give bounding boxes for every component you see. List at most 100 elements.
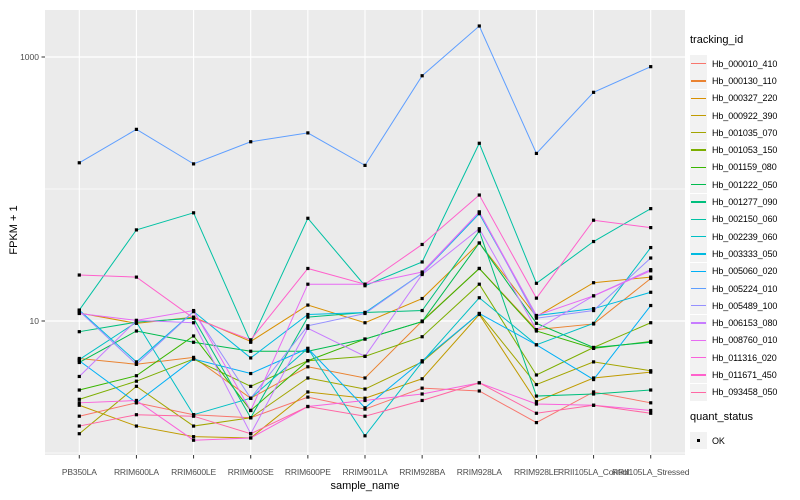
data-point	[191, 211, 196, 215]
data-point	[477, 141, 481, 145]
legend-item: Hb_003333_050	[690, 245, 800, 263]
legend-key-icon	[690, 72, 707, 90]
x-tick-label: RRIM600SE	[227, 467, 274, 477]
legend-items: Hb_000010_410 Hb_000130_110 Hb_000327_220 H…	[690, 55, 800, 401]
data-point	[306, 315, 310, 319]
data-point	[306, 346, 310, 351]
data-point	[591, 307, 596, 311]
x-tick-label: RRIM928BA	[399, 467, 446, 477]
legend-item-label: Hb_001277_090	[712, 197, 778, 208]
data-point	[77, 397, 81, 401]
data-point	[534, 281, 539, 285]
data-point	[134, 424, 139, 428]
legend-line-swatch	[691, 322, 706, 324]
legend-key-icon	[690, 383, 707, 401]
data-point	[249, 140, 253, 144]
data-point	[591, 377, 596, 382]
data-point	[649, 408, 653, 413]
legend-item-label: OK	[712, 435, 725, 446]
legend-item-label: Hb_005060_020	[712, 266, 778, 277]
legend-line-swatch	[691, 339, 706, 341]
data-point	[420, 308, 424, 313]
legend-item: Hb_005224_010	[690, 280, 800, 297]
data-point	[534, 420, 539, 425]
data-point	[363, 354, 367, 358]
data-point	[363, 311, 367, 316]
legend-item: Hb_011671_450	[690, 366, 800, 384]
legend-item: Hb_006153_080	[690, 314, 800, 332]
data-point	[191, 424, 196, 428]
data-point	[477, 311, 481, 316]
data-point	[134, 127, 139, 131]
data-point	[649, 340, 653, 344]
x-axis-title: sample_name	[330, 480, 400, 492]
legend-line-swatch	[691, 149, 706, 151]
legend-line-swatch	[691, 287, 706, 290]
data-point	[591, 403, 596, 407]
data-point	[420, 359, 424, 363]
data-point	[591, 294, 596, 298]
data-point	[649, 269, 653, 273]
data-point	[306, 376, 310, 380]
data-point	[77, 161, 81, 165]
data-point	[77, 403, 81, 407]
data-point	[306, 303, 310, 307]
legend-item: Hb_001222_050	[690, 176, 800, 194]
data-point	[649, 290, 653, 294]
data-point	[420, 377, 424, 381]
legend-item-label: Hb_001159_080	[712, 162, 777, 173]
data-point	[591, 321, 596, 325]
data-point	[534, 400, 539, 404]
data-point	[649, 388, 653, 392]
data-point	[534, 313, 539, 318]
data-point	[534, 151, 539, 156]
y-tick-label: 10	[29, 316, 39, 326]
legend-line-swatch	[691, 253, 706, 255]
point-marker-icon	[696, 438, 701, 443]
data-point	[477, 296, 481, 300]
legend-item: Hb_000327_220	[690, 89, 800, 107]
legend-line-swatch	[691, 218, 706, 220]
y-axis-title: FPKM + 1	[8, 205, 20, 255]
legend-key-icon	[690, 262, 707, 280]
legend-item: Hb_002150_060	[690, 210, 800, 228]
data-point	[477, 24, 481, 28]
data-point	[134, 362, 139, 366]
data-point	[191, 357, 196, 361]
data-point	[363, 282, 367, 286]
data-point	[363, 321, 367, 325]
x-tick-label: RRII105LA_Control	[557, 467, 630, 477]
data-point	[534, 328, 539, 332]
data-point	[77, 374, 81, 379]
data-point	[306, 216, 310, 220]
data-point	[249, 340, 253, 344]
data-point	[649, 65, 653, 69]
data-point	[363, 387, 367, 391]
data-point	[363, 398, 367, 403]
legend-key-icon	[690, 124, 707, 142]
data-point	[534, 343, 539, 347]
data-point	[363, 396, 367, 400]
legend-item-label: Hb_001053_150	[712, 145, 778, 156]
legend-item-label: Hb_002150_060	[712, 214, 778, 225]
data-point	[77, 401, 81, 405]
data-point	[306, 390, 310, 394]
data-point	[649, 303, 653, 308]
data-point	[363, 414, 367, 418]
legend-item: Hb_002239_060	[690, 228, 800, 246]
legend-key-icon	[690, 280, 707, 297]
legend-item: Hb_000010_410	[690, 55, 800, 73]
x-tick-label: RRIM928LA	[456, 467, 502, 477]
data-point	[591, 90, 596, 94]
x-tick-label: RRIM928LE	[513, 467, 559, 477]
data-point	[191, 162, 196, 166]
legend-key-icon	[690, 193, 707, 211]
legend-title-tracking-id: tracking_id	[690, 34, 744, 46]
legend-title-quant-status: quant_status	[690, 410, 753, 423]
legend-line-swatch	[691, 97, 706, 99]
legend-item-label: Hb_006153_080	[712, 318, 778, 329]
data-point	[420, 335, 424, 339]
data-point	[77, 360, 81, 365]
